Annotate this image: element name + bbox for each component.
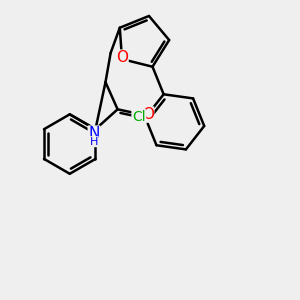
Text: O: O (142, 107, 154, 122)
Text: N: N (88, 126, 100, 141)
Text: H: H (90, 137, 98, 147)
Text: Cl: Cl (132, 110, 146, 124)
Text: O: O (116, 50, 128, 65)
